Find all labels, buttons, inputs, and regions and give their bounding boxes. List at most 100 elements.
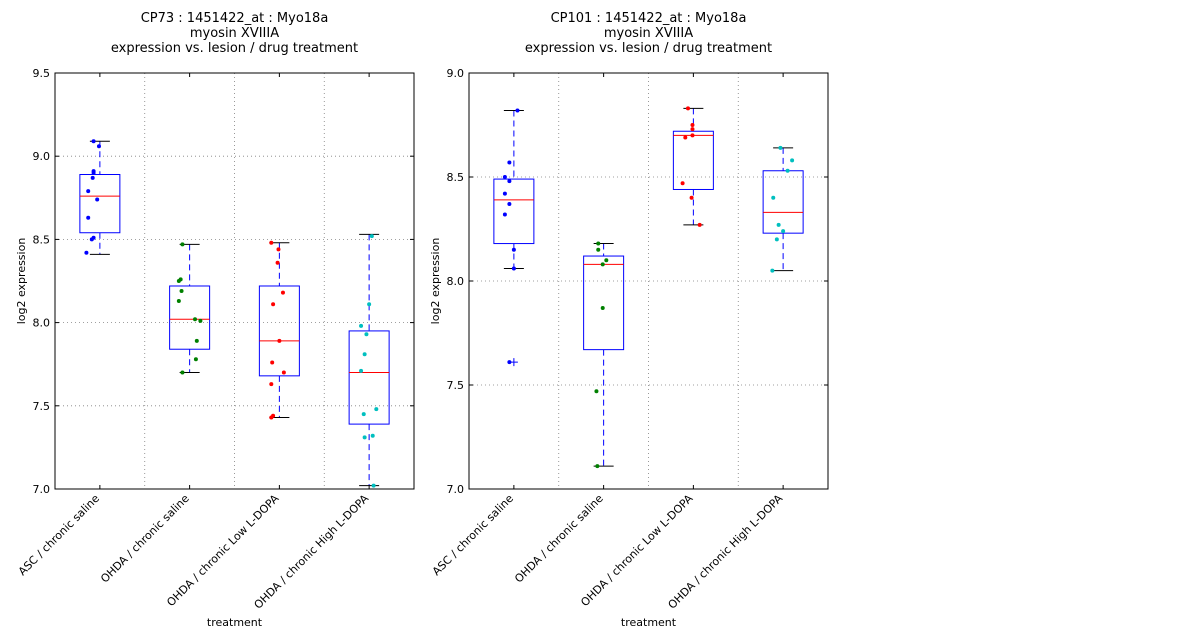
data-point <box>359 368 364 373</box>
points-group-1 <box>502 108 520 365</box>
data-point <box>91 169 96 174</box>
data-point <box>785 168 790 173</box>
data-point <box>511 266 516 271</box>
y-tick-label: 8.0 <box>447 275 465 288</box>
y-tick-label: 8.0 <box>33 317 51 330</box>
data-point <box>95 197 100 202</box>
data-point <box>690 127 695 132</box>
data-point <box>690 133 695 138</box>
x-tick-label: ASC / chronic saline <box>430 492 516 578</box>
box-1 <box>493 109 535 367</box>
x-tick-label: ASC / chronic saline <box>16 492 102 578</box>
data-point <box>271 413 276 418</box>
data-point <box>90 175 95 180</box>
gridlines <box>469 73 828 489</box>
data-point <box>193 357 198 362</box>
gridlines <box>55 73 414 489</box>
data-point <box>86 215 91 220</box>
points-group-2 <box>176 242 203 375</box>
box-iqr <box>672 130 714 190</box>
data-point <box>770 268 775 273</box>
data-point <box>275 260 280 265</box>
chart-title-line: myosin XVIIIA <box>604 26 693 41</box>
y-axis-label: log2 expression <box>15 238 28 325</box>
data-point <box>600 262 605 267</box>
data-point <box>362 352 367 357</box>
data-point <box>683 135 688 140</box>
data-point <box>507 360 512 365</box>
data-point <box>595 464 600 469</box>
data-point <box>198 318 203 323</box>
data-point <box>180 370 185 375</box>
data-point <box>86 189 91 194</box>
data-point <box>604 258 609 263</box>
data-point <box>596 247 601 252</box>
chart-title-line: expression vs. lesion / drug treatment <box>525 41 772 56</box>
box-iqr <box>348 330 390 425</box>
data-point <box>690 123 695 127</box>
data-point <box>271 302 276 307</box>
data-point <box>84 250 89 255</box>
box-2 <box>169 243 211 374</box>
data-point <box>697 222 702 227</box>
data-point <box>269 382 274 387</box>
box-4 <box>762 147 804 272</box>
box-3 <box>258 242 300 418</box>
points-group-3 <box>269 240 286 420</box>
data-point <box>193 317 198 322</box>
chart-title-line: CP101 : 1451422_at : Myo18a <box>551 11 747 26</box>
data-point <box>269 240 274 245</box>
data-point <box>600 306 605 311</box>
data-point <box>362 435 367 440</box>
data-point <box>281 370 286 375</box>
box-iqr <box>258 285 300 377</box>
y-axis-label: log2 expression <box>429 238 442 325</box>
y-tick-label: 8.5 <box>33 233 51 246</box>
data-point <box>515 108 520 113</box>
data-point <box>96 144 101 149</box>
data-point <box>689 195 694 200</box>
data-point <box>502 212 507 217</box>
box-iqr <box>583 255 625 351</box>
data-point <box>361 412 366 417</box>
y-tick-label: 9.0 <box>447 67 465 80</box>
axes-frame <box>54 72 415 490</box>
data-point <box>176 298 181 303</box>
axes-frame <box>468 72 829 490</box>
box-iqr <box>762 170 804 234</box>
y-tick-label: 7.5 <box>33 400 51 413</box>
data-point <box>790 158 795 163</box>
x-tick-label: OHDA / chronic saline <box>98 492 192 586</box>
box-4 <box>348 233 390 487</box>
data-point <box>374 407 379 412</box>
data-point <box>771 195 776 200</box>
x-axis-label: treatment <box>621 616 677 629</box>
data-point <box>280 290 285 295</box>
y-tick-label: 7.5 <box>447 379 465 392</box>
data-point <box>685 106 690 111</box>
x-axis-label: treatment <box>207 616 263 629</box>
data-point <box>680 181 685 186</box>
data-point <box>178 277 183 282</box>
box-iqr <box>79 174 121 234</box>
data-point <box>194 338 199 343</box>
chart-title-line: expression vs. lesion / drug treatment <box>111 41 358 56</box>
data-point <box>369 234 374 239</box>
box-1 <box>79 140 121 255</box>
data-point <box>371 483 376 488</box>
y-tick-label: 8.5 <box>447 171 465 184</box>
data-point <box>179 288 184 293</box>
data-point <box>276 247 281 252</box>
data-point <box>502 175 507 179</box>
chart-title-line: CP73 : 1451422_at : Myo18a <box>141 11 329 26</box>
data-point <box>91 139 96 144</box>
data-point <box>776 222 781 227</box>
box-iqr <box>169 285 211 350</box>
y-tick-label: 7.0 <box>33 483 51 496</box>
points-group-3 <box>680 106 702 227</box>
data-point <box>91 235 96 240</box>
data-point <box>367 302 372 307</box>
y-tick-label: 9.0 <box>33 150 51 163</box>
